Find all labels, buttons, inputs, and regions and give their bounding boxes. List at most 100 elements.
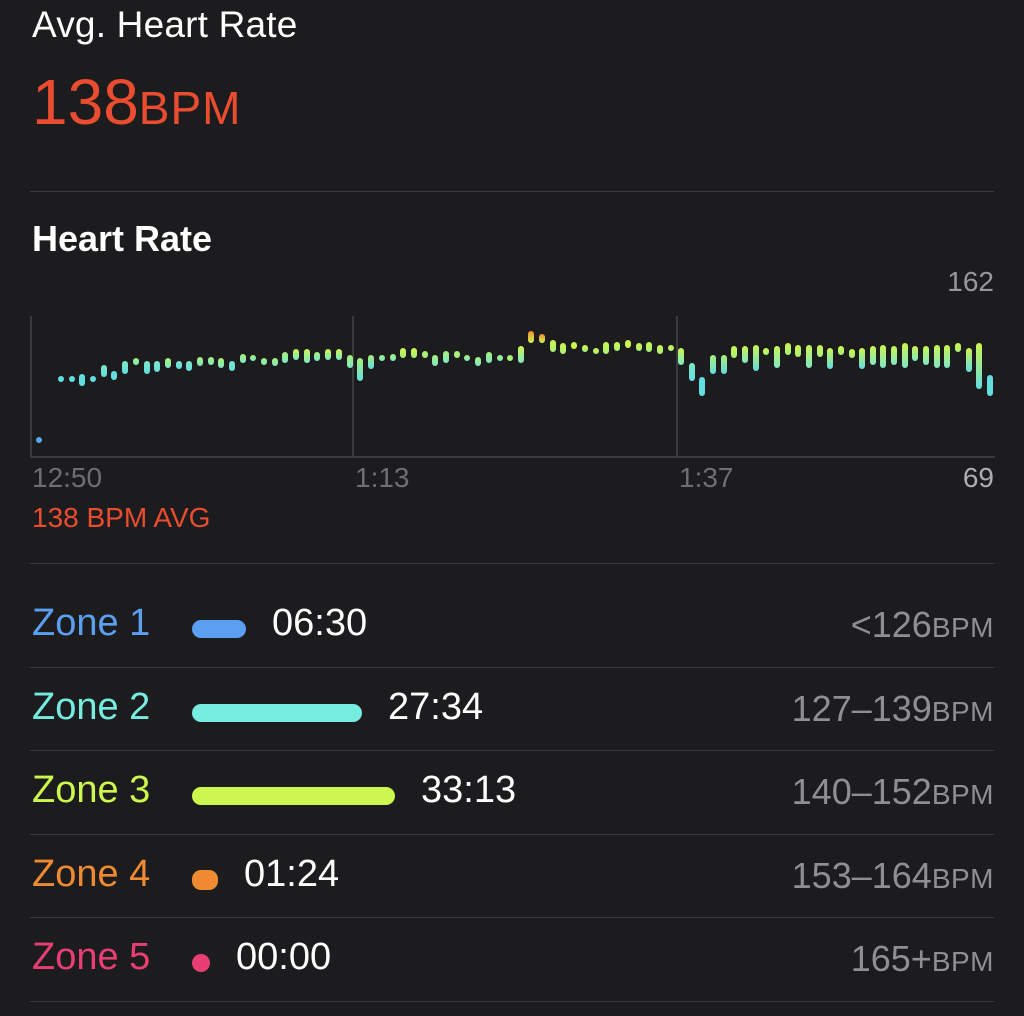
heart-rate-bar [454, 350, 460, 359]
heart-rate-bar [58, 375, 64, 382]
zone-name: Zone 4 [32, 853, 151, 895]
heart-rate-bar [966, 347, 972, 373]
heart-rate-bar [518, 346, 524, 363]
heart-rate-bar [785, 343, 791, 356]
heart-rate-bar [240, 353, 246, 363]
heart-rate-bar [571, 341, 577, 350]
heart-rate-bar [176, 361, 182, 370]
chart-y-max-label: 162 [947, 266, 994, 297]
zone-time: 33:13 [421, 769, 517, 811]
heart-rate-bar [539, 334, 545, 344]
heart-rate-bar [69, 375, 75, 382]
heart-rate-bar [774, 346, 780, 368]
heart-rate-bar [699, 376, 705, 397]
heart-rate-bar [464, 355, 470, 362]
zone-row-2[interactable]: Zone 2 27:34 127–139BPM [32, 670, 994, 752]
heart-rate-bar [880, 344, 886, 368]
heart-rate-bar [154, 361, 160, 373]
heart-rate-bar [955, 343, 961, 353]
zone-time: 00:00 [236, 936, 332, 978]
zone-range-value: 140–152 [791, 771, 932, 812]
heart-rate-bar [528, 331, 534, 344]
heart-rate-bar [250, 355, 256, 362]
heart-rate-bar [560, 343, 566, 354]
heart-rate-bar [90, 375, 96, 382]
heart-rate-bar [582, 344, 588, 353]
x-axis-label-late: 1:37 [679, 462, 734, 493]
heart-rate-bar [721, 355, 727, 374]
heart-rate-bar [79, 373, 85, 386]
heart-rate-bar [197, 356, 203, 367]
heart-rate-bar [827, 347, 833, 370]
heart-rate-bar [710, 355, 716, 374]
divider [30, 563, 994, 564]
heart-rate-bar [400, 347, 406, 359]
heart-rate-bar [272, 358, 278, 367]
heart-rate-bar [689, 363, 695, 382]
heart-rate-bar [753, 344, 759, 371]
divider [30, 834, 994, 835]
heart-rate-section-title: Heart Rate [32, 218, 213, 259]
zone-row-3[interactable]: Zone 3 33:13 140–152BPM [32, 753, 994, 835]
zone-range-unit: BPM [931, 863, 994, 894]
heart-rate-bar [593, 347, 599, 354]
heart-rate-bar [122, 361, 128, 374]
divider [30, 750, 994, 751]
heart-rate-bar [870, 346, 876, 365]
heart-rate-bar [891, 346, 897, 365]
zone-range-unit: BPM [931, 696, 994, 727]
heart-rate-bar [849, 349, 855, 359]
heart-rate-bar [923, 346, 929, 365]
zone-range: 127–139BPM [792, 688, 994, 730]
zone-name: Zone 3 [32, 769, 151, 811]
zone-duration-bar [192, 704, 362, 722]
zone-name: Zone 2 [32, 686, 151, 728]
zone-range: 165+BPM [851, 938, 994, 980]
zone-name: Zone 5 [32, 936, 151, 978]
gridline-1-13 [352, 316, 354, 458]
heart-rate-bar [101, 364, 107, 377]
heart-rate-bar [314, 352, 320, 362]
zone-range: 140–152BPM [792, 771, 994, 813]
divider [30, 917, 994, 918]
heart-rate-bar [293, 349, 299, 360]
heart-rate-bar [987, 375, 993, 397]
zone-time: 27:34 [388, 686, 484, 728]
zone-row-1[interactable]: Zone 1 06:30 <126BPM [32, 586, 994, 668]
heart-rate-bar [625, 340, 631, 348]
heart-rate-bar [731, 346, 737, 359]
heart-rate-bar [806, 344, 812, 368]
heart-rate-bar [36, 437, 42, 444]
x-axis-label-mid: 1:13 [355, 462, 410, 493]
chart-y-min-label: 69 [962, 462, 994, 493]
heart-rate-bar [603, 341, 609, 354]
heart-rate-bar [357, 358, 363, 382]
heart-rate-bar [902, 343, 908, 368]
heart-rate-bar [550, 340, 556, 353]
chart-average-label: 138 BPM AVG [32, 502, 211, 533]
zone-range-unit: BPM [931, 612, 994, 643]
heart-rate-bar [614, 341, 620, 351]
x-axis-label-start: 12:50 [32, 462, 103, 493]
heart-rate-bar [347, 355, 353, 368]
chart-baseline [30, 456, 995, 458]
heart-rate-bar [742, 346, 748, 363]
zone-range-value: 153–164 [791, 855, 932, 896]
gridline-1-37 [676, 316, 678, 458]
zone-row-5[interactable]: Zone 5 00:00 165+BPM [32, 920, 994, 1002]
heart-rate-bar [795, 344, 801, 357]
avg-heart-rate-label: Avg. Heart Rate [32, 4, 298, 45]
heart-rate-bar [678, 347, 684, 365]
heart-rate-bar [111, 370, 117, 380]
heart-rate-bar [379, 355, 385, 362]
zone-range-value: 165+ [850, 938, 932, 979]
zone-range-unit: BPM [931, 946, 994, 977]
gridline-start [30, 316, 32, 458]
zone-duration-bar [192, 870, 218, 890]
heart-rate-chart[interactable] [30, 316, 995, 458]
heart-rate-bar [422, 350, 428, 359]
zone-duration-bar [192, 787, 395, 805]
heart-rate-bar [432, 355, 438, 367]
zone-row-4[interactable]: Zone 4 01:24 153–164BPM [32, 837, 994, 919]
heart-rate-bar [497, 355, 503, 362]
